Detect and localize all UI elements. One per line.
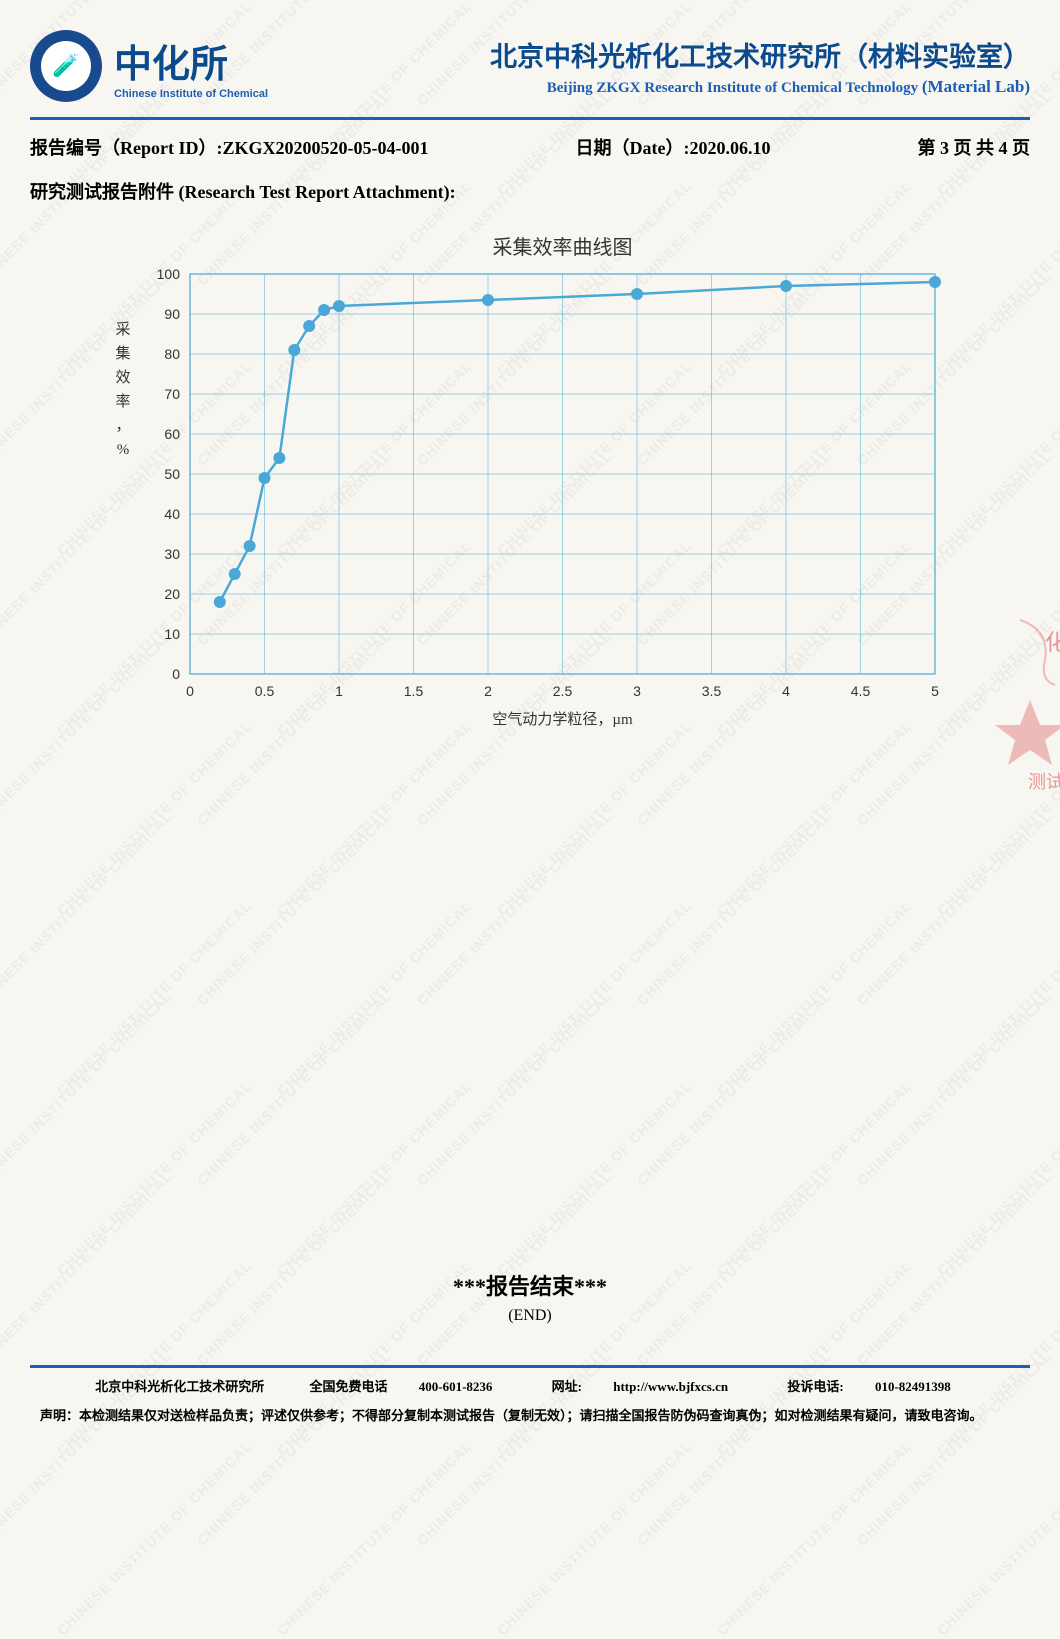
svg-text:40: 40 xyxy=(164,506,180,522)
svg-text:100: 100 xyxy=(157,266,181,282)
svg-text:化: 化 xyxy=(1045,630,1060,655)
svg-text:，: ， xyxy=(115,418,130,434)
end-en: (END) xyxy=(30,1307,1030,1325)
svg-text:20: 20 xyxy=(164,586,180,602)
svg-text:0: 0 xyxy=(186,683,194,699)
svg-text:0.5: 0.5 xyxy=(255,683,275,699)
institute-title-cn: 北京中科光析化工技术研究所（材料实验室） xyxy=(490,35,1030,74)
document-header: 🧪 中化所 Chinese Institute of Chemical 北京中科… xyxy=(30,30,1030,102)
svg-text:集: 集 xyxy=(115,345,130,362)
svg-text:50: 50 xyxy=(164,466,180,482)
svg-text:3.5: 3.5 xyxy=(702,683,722,699)
svg-text:60: 60 xyxy=(164,426,180,442)
svg-text:90: 90 xyxy=(164,306,180,322)
svg-text:4.5: 4.5 xyxy=(851,683,871,699)
svg-text:2.5: 2.5 xyxy=(553,683,573,699)
svg-text:空气动力学粒径，µm: 空气动力学粒径，µm xyxy=(492,711,633,728)
logo-icon: 🧪 xyxy=(30,30,102,102)
svg-text:0: 0 xyxy=(172,666,180,682)
institute-title-en: Beijing ZKGX Research Institute of Chemi… xyxy=(490,77,1030,97)
svg-text:效: 效 xyxy=(115,369,130,386)
efficiency-chart: 00.511.522.533.544.550102030405060708090… xyxy=(95,224,965,749)
svg-text:2: 2 xyxy=(484,683,492,699)
svg-text:%: % xyxy=(117,442,130,458)
svg-text:80: 80 xyxy=(164,346,180,362)
org-name-cn: 中化所 xyxy=(114,33,268,88)
meta-row: 报告编号（Report ID）:ZKGX20200520-05-04-001 日… xyxy=(30,134,1030,160)
svg-text:测试: 测试 xyxy=(1028,772,1060,790)
footer-divider xyxy=(30,1365,1030,1368)
svg-text:70: 70 xyxy=(164,386,180,402)
org-name-en: Chinese Institute of Chemical xyxy=(114,88,268,100)
report-end: ***报告结束*** (END) xyxy=(30,1269,1030,1325)
report-id: 报告编号（Report ID）:ZKGX20200520-05-04-001 xyxy=(30,134,428,160)
svg-text:10: 10 xyxy=(164,626,180,642)
end-cn: ***报告结束*** xyxy=(30,1269,1030,1301)
logo-block: 🧪 中化所 Chinese Institute of Chemical xyxy=(30,30,268,102)
svg-text:4: 4 xyxy=(782,683,790,699)
attachment-title: 研究测试报告附件 (Research Test Report Attachmen… xyxy=(30,178,1030,204)
footer-contacts: 北京中科光析化工技术研究所 全国免费电话 400-601-8236 网址: ht… xyxy=(30,1376,1030,1395)
report-date: 日期（Date）:2020.06.10 xyxy=(576,134,771,160)
page-counter: 第 3 页 共 4 页 xyxy=(918,134,1031,160)
svg-text:30: 30 xyxy=(164,546,180,562)
svg-text:5: 5 xyxy=(931,683,939,699)
header-divider xyxy=(30,117,1030,120)
svg-text:采集效率曲线图: 采集效率曲线图 xyxy=(493,236,633,259)
footer-disclaimer: 声明：本检测结果仅对送检样品负责；评述仅供参考；不得部分复制本测试报告（复制无效… xyxy=(30,1405,1030,1424)
svg-text:采: 采 xyxy=(115,321,130,338)
svg-text:1.5: 1.5 xyxy=(404,683,424,699)
svg-text:1: 1 xyxy=(335,683,343,699)
svg-text:率: 率 xyxy=(115,393,130,410)
svg-text:3: 3 xyxy=(633,683,641,699)
